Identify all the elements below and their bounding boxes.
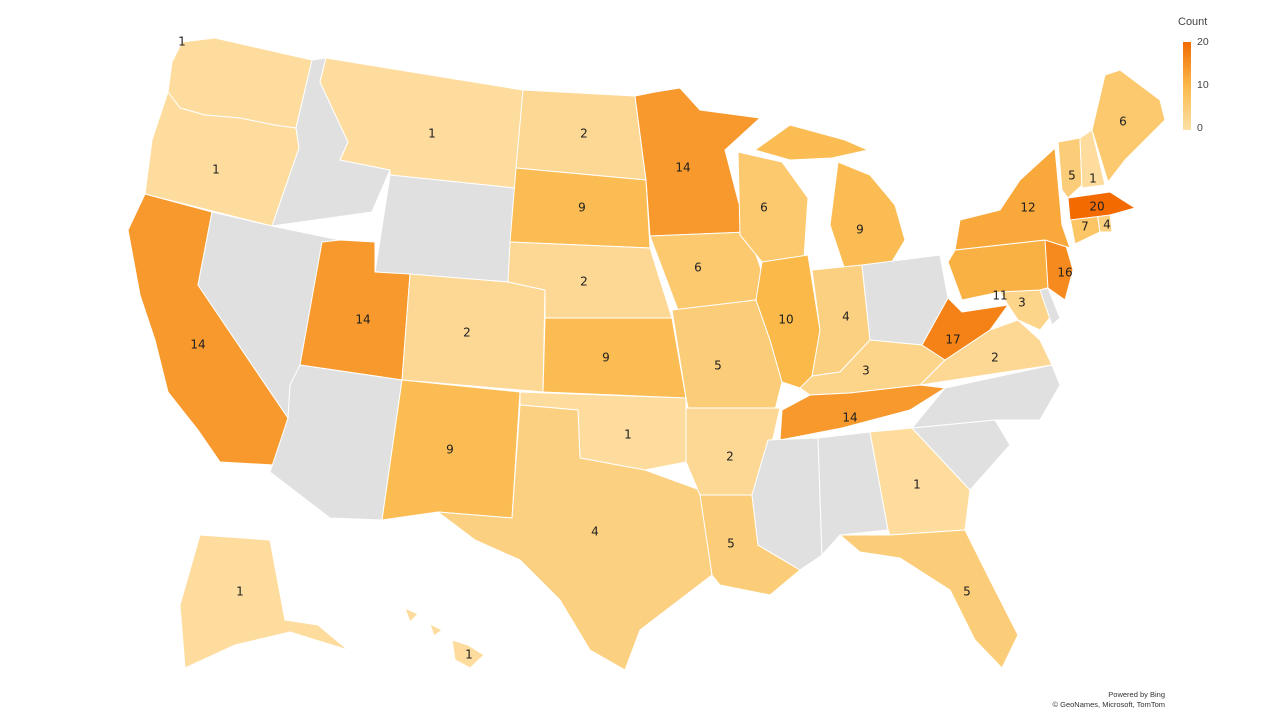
state-texas[interactable]	[437, 404, 713, 671]
state-shape-kansas[interactable]	[542, 317, 687, 399]
state-hawaii[interactable]	[404, 607, 485, 669]
state-count-label-north-dakota: 2	[580, 127, 588, 141]
state-shape-wyoming[interactable]	[374, 174, 516, 283]
state-shape-hawaii[interactable]	[404, 607, 419, 623]
state-iowa[interactable]	[649, 231, 763, 311]
state-count-label-florida: 5	[963, 585, 971, 599]
state-count-label-texas: 4	[591, 525, 599, 539]
state-count-label-pennsylvania: 11	[992, 289, 1007, 303]
state-count-label-new-jersey: 16	[1057, 266, 1072, 280]
state-shape-michigan[interactable]	[754, 124, 869, 161]
state-count-label-iowa: 6	[694, 261, 702, 275]
state-vermont[interactable]	[1057, 137, 1083, 199]
state-count-label-michigan: 9	[856, 223, 864, 237]
state-shape-new-hampshire[interactable]	[1079, 129, 1106, 189]
state-count-label-montana: 1	[428, 127, 436, 141]
map-attribution: Powered by Bing © GeoNames, Microsoft, T…	[1053, 690, 1166, 710]
state-count-label-wisconsin: 6	[760, 201, 768, 215]
state-count-label-kansas: 9	[602, 351, 610, 365]
color-legend: Count 20 10 0	[1170, 16, 1230, 146]
state-count-label-georgia: 1	[913, 478, 921, 492]
state-count-label-new-hampshire: 1	[1089, 172, 1097, 186]
state-count-label-virginia: 2	[991, 351, 999, 365]
state-shape-texas[interactable]	[437, 404, 713, 671]
state-count-label-new-mexico: 9	[446, 443, 454, 457]
state-wisconsin[interactable]	[737, 151, 809, 263]
state-shape-maine[interactable]	[1091, 69, 1166, 183]
state-count-label-nebraska: 2	[580, 275, 588, 289]
state-shape-michigan[interactable]	[829, 161, 906, 271]
legend-tick-mid: 10	[1197, 79, 1209, 91]
legend-tick-min: 0	[1197, 122, 1203, 134]
state-new-york[interactable]	[954, 147, 1071, 251]
state-new-hampshire[interactable]	[1079, 129, 1106, 189]
state-count-label-massachusetts: 20	[1089, 200, 1104, 214]
attribution-credits: © GeoNames, Microsoft, TomTom	[1052, 700, 1166, 709]
state-michigan[interactable]	[754, 124, 906, 271]
state-count-label-hawaii: 1	[465, 648, 473, 662]
state-kansas[interactable]	[542, 317, 687, 399]
state-shape-minnesota[interactable]	[634, 87, 761, 237]
legend-tick-max: 20	[1197, 36, 1209, 48]
state-shape-florida[interactable]	[839, 529, 1019, 669]
state-maine[interactable]	[1091, 69, 1166, 183]
state-count-label-california: 14	[190, 338, 205, 352]
state-count-label-tennessee: 14	[842, 411, 857, 425]
state-count-label-kentucky: 3	[862, 364, 870, 378]
state-count-label-new-york: 12	[1020, 201, 1035, 215]
state-count-label-maryland: 3	[1018, 296, 1026, 310]
state-count-label-connecticut: 7	[1081, 220, 1089, 234]
state-count-label-west-virginia: 17	[945, 333, 960, 347]
legend-title: Count	[1178, 16, 1208, 28]
state-count-label-maine: 6	[1119, 115, 1127, 129]
state-alaska[interactable]	[179, 534, 349, 669]
state-shape-hawaii[interactable]	[451, 639, 485, 669]
state-arizona[interactable]	[269, 364, 403, 521]
state-shape-massachusetts[interactable]	[1067, 191, 1136, 221]
state-count-label-vermont: 5	[1068, 169, 1076, 183]
state-count-label-missouri: 5	[714, 359, 722, 373]
state-count-label-oregon: 1	[212, 163, 220, 177]
state-alabama[interactable]	[817, 431, 889, 556]
legend-gradient-bar	[1183, 42, 1191, 130]
state-count-label-south-dakota: 9	[578, 201, 586, 215]
state-minnesota[interactable]	[634, 87, 761, 237]
state-massachusetts[interactable]	[1067, 191, 1136, 221]
state-count-label-alaska: 1	[236, 585, 244, 599]
state-count-label-washington: 1	[178, 35, 186, 49]
state-colorado[interactable]	[401, 273, 546, 393]
state-count-label-minnesota: 14	[675, 161, 690, 175]
state-shape-arizona[interactable]	[269, 364, 403, 521]
state-shape-vermont[interactable]	[1057, 137, 1083, 199]
attribution-powered-by: Powered by Bing	[1108, 690, 1165, 699]
state-shape-wisconsin[interactable]	[737, 151, 809, 263]
state-count-label-rhode-island: 4	[1103, 218, 1111, 232]
state-count-label-oklahoma: 1	[624, 428, 632, 442]
state-count-label-illinois: 10	[778, 313, 793, 327]
state-count-label-indiana: 4	[842, 310, 850, 324]
state-count-label-arkansas: 2	[726, 450, 734, 464]
state-shape-hawaii[interactable]	[429, 623, 443, 637]
state-count-label-colorado: 2	[463, 326, 471, 340]
state-count-label-utah: 14	[355, 313, 370, 327]
state-shape-iowa[interactable]	[649, 231, 763, 311]
state-shape-colorado[interactable]	[401, 273, 546, 393]
state-shape-alaska[interactable]	[179, 534, 349, 669]
state-count-label-louisiana: 5	[727, 537, 735, 551]
state-shape-alabama[interactable]	[817, 431, 889, 556]
state-shape-tennessee[interactable]	[779, 384, 946, 441]
state-shape-new-york[interactable]	[954, 147, 1071, 251]
state-florida[interactable]	[839, 529, 1019, 669]
state-tennessee[interactable]	[779, 384, 946, 441]
state-wyoming[interactable]	[374, 174, 516, 283]
